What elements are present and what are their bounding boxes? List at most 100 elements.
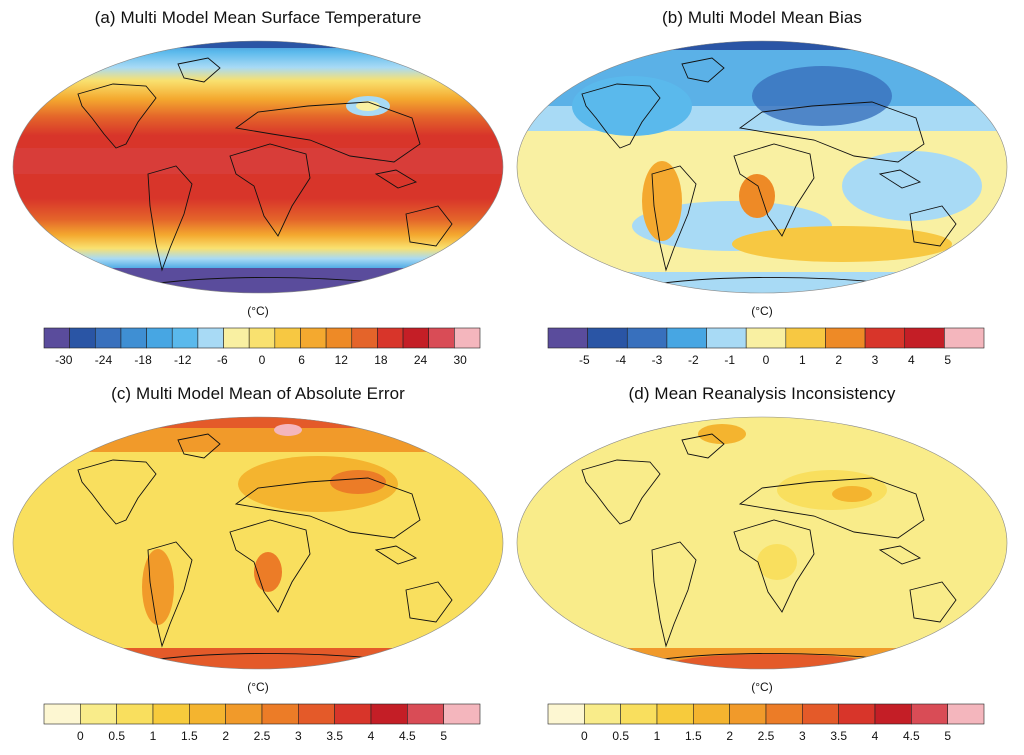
colorbar-tick-label: 3 — [295, 729, 302, 743]
colorbar-swatch — [785, 327, 826, 349]
map-surface-temperature — [12, 40, 504, 294]
colorbar-tick-label: 4.5 — [399, 729, 416, 743]
colorbar-swatch — [454, 327, 481, 349]
colorbar-swatch — [547, 703, 585, 725]
colorbar-swatch — [189, 703, 226, 725]
colorbar-tick-label: 2 — [726, 729, 733, 743]
colorbar-swatch — [261, 703, 299, 725]
colorbar-swatch — [620, 703, 658, 725]
colorbar-tick-label: 18 — [374, 353, 388, 367]
colorbar-swatch — [377, 327, 404, 349]
map-reanalysis-inconsistency — [516, 416, 1008, 670]
colorbar-tick-label: 3.5 — [830, 729, 847, 743]
colorbar-swatch — [94, 327, 122, 349]
colorbar-tick-label: 0 — [77, 729, 84, 743]
colorbar-tick-label: 2 — [835, 353, 842, 367]
colorbar-tick-label: 1.5 — [685, 729, 702, 743]
colorbar-swatch — [298, 703, 335, 725]
colorbar-swatch — [656, 703, 694, 725]
colorbar-tick-label: 3 — [872, 353, 879, 367]
colorbar-tick-label: 0.5 — [612, 729, 629, 743]
colorbar-tick-label: 1 — [150, 729, 157, 743]
unit-label: (°C) — [751, 680, 773, 694]
colorbar-swatch — [874, 703, 912, 725]
colorbar-tick-label: 4.5 — [903, 729, 920, 743]
colorbar-swatch — [325, 327, 353, 349]
colorbar-tick-label: 0 — [763, 353, 770, 367]
colorbar-c: 0 0.5 1 1.5 2 2.5 3 3.5 4 4.5 5 — [43, 703, 481, 743]
colorbar-swatch — [43, 703, 81, 725]
colorbar-swatch — [911, 703, 948, 725]
colorbar-swatch — [693, 703, 730, 725]
colorbar-tick-label: 3 — [799, 729, 806, 743]
colorbar-swatch — [223, 327, 250, 349]
colorbar-tick-label: -18 — [134, 353, 152, 367]
colorbar-swatch — [947, 703, 985, 725]
panel-a: (a) Multi Model Mean Surface Temperature — [8, 4, 508, 376]
colorbar-swatch — [334, 703, 372, 725]
panel-c: (c) Multi Model Mean of Absolute Error — [8, 380, 508, 752]
colorbar-swatch — [443, 703, 481, 725]
colorbar-tick-label: -6 — [217, 353, 228, 367]
colorbar-swatch — [765, 703, 803, 725]
colorbar-tick-label: 2.5 — [254, 729, 271, 743]
colorbar-tick-label: 0.5 — [108, 729, 125, 743]
colorbar-tick-label: -12 — [174, 353, 192, 367]
colorbar-swatch — [146, 327, 173, 349]
colorbar-tick-label: 5 — [440, 729, 447, 743]
colorbar-swatch — [69, 327, 96, 349]
map-absolute-error — [12, 416, 504, 670]
colorbar-swatch — [666, 327, 707, 349]
colorbar-swatch — [838, 703, 876, 725]
colorbar-tick-label: 1 — [654, 729, 661, 743]
panel-d: (d) Mean Reanalysis Inconsistency (°C — [512, 380, 1012, 752]
colorbar-tick-label: 24 — [414, 353, 428, 367]
colorbar-swatch — [300, 327, 327, 349]
colorbar-swatch — [116, 703, 154, 725]
colorbar-swatch — [351, 327, 378, 349]
colorbar-swatch — [584, 703, 621, 725]
panel-title: (b) Multi Model Mean Bias — [662, 8, 862, 27]
colorbar-tick-label: -4 — [615, 353, 626, 367]
colorbar-swatch — [152, 703, 190, 725]
colorbar-swatch — [626, 327, 668, 349]
colorbar-swatch — [120, 327, 147, 349]
colorbar-tick-label: 5 — [944, 353, 951, 367]
colorbar-tick-label: -24 — [95, 353, 113, 367]
colorbar-tick-label: 5 — [944, 729, 951, 743]
colorbar-tick-label: -1 — [724, 353, 735, 367]
colorbar-tick-label: 2.5 — [758, 729, 775, 743]
colorbar-swatch — [802, 703, 839, 725]
colorbar-swatch — [729, 703, 767, 725]
colorbar-tick-label: 2 — [222, 729, 229, 743]
colorbar-swatch — [864, 327, 906, 349]
panel-title: (c) Multi Model Mean of Absolute Error — [111, 384, 405, 403]
colorbar-d: 0 0.5 1 1.5 2 2.5 3 3.5 4 4.5 5 — [547, 703, 985, 743]
colorbar-swatch — [370, 703, 408, 725]
colorbar-tick-label: 1.5 — [181, 729, 198, 743]
colorbar-swatch — [43, 327, 70, 349]
colorbar-tick-label: -2 — [688, 353, 699, 367]
colorbar-tick-label: -5 — [579, 353, 590, 367]
unit-label: (°C) — [247, 304, 269, 318]
colorbar-swatch — [547, 327, 588, 349]
colorbar-swatch — [825, 327, 866, 349]
colorbar-tick-label: -30 — [55, 353, 73, 367]
colorbar-swatch — [171, 327, 199, 349]
colorbar-swatch — [428, 327, 455, 349]
colorbar-swatch — [407, 703, 444, 725]
colorbar-b: -5 -4 -3 -2 -1 0 1 2 3 4 5 — [547, 327, 985, 367]
colorbar-tick-label: 12 — [335, 353, 349, 367]
colorbar-swatch — [197, 327, 224, 349]
colorbar-tick-label: 4 — [872, 729, 879, 743]
colorbar-swatch — [944, 327, 985, 349]
colorbar-tick-label: 1 — [799, 353, 806, 367]
colorbar-swatch — [745, 327, 787, 349]
colorbar-a: -30 -24 -18 -12 -6 0 6 12 18 24 30 — [43, 327, 481, 367]
unit-label: (°C) — [751, 304, 773, 318]
colorbar-tick-label: -3 — [652, 353, 663, 367]
colorbar-tick-label: 0 — [581, 729, 588, 743]
map-mean-bias — [516, 40, 1008, 294]
colorbar-tick-label: 4 — [908, 353, 915, 367]
colorbar-swatch — [248, 327, 276, 349]
